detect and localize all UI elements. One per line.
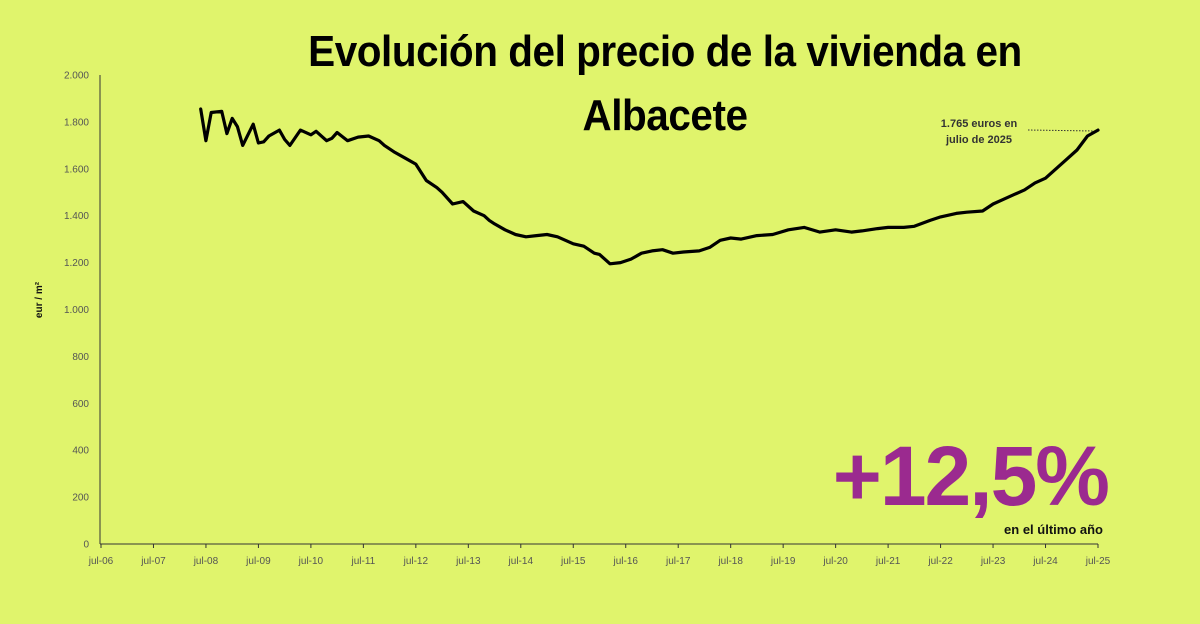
annotation-line2: julio de 2025 xyxy=(945,134,1013,146)
x-tick-label: jul-21 xyxy=(875,556,901,567)
x-tick-label: jul-17 xyxy=(665,556,691,567)
y-tick-label: 200 xyxy=(72,493,89,504)
x-tick-label: jul-16 xyxy=(613,556,639,567)
y-tick-label: 1.000 xyxy=(64,305,89,316)
x-tick-label: jul-18 xyxy=(717,556,743,567)
latest-value-annotation: 1.765 euros en julio de 2025 xyxy=(924,116,1034,148)
yearly-change-subtitle: en el último año xyxy=(1004,522,1103,537)
x-tick-label: jul-10 xyxy=(298,556,324,567)
y-axis: 0 200 400 600 800 1.000 1.200 1.400 1.600 1.800 2.… xyxy=(64,71,101,551)
x-tick-label: jul-07 xyxy=(140,556,166,567)
x-tick-label: jul-13 xyxy=(455,556,481,567)
y-tick-label: 1.400 xyxy=(64,211,89,222)
x-tick-label: jul-14 xyxy=(508,556,534,567)
price-series-line xyxy=(199,107,1100,266)
x-tick-label: jul-08 xyxy=(193,556,219,567)
annotation-leader-line xyxy=(1027,129,1095,132)
y-tick-label: 1.200 xyxy=(64,258,89,269)
y-tick-label: 400 xyxy=(72,446,89,457)
yearly-change-value: +12,5% xyxy=(832,429,1110,523)
x-tick-label: jul-19 xyxy=(770,556,796,567)
y-axis-label: eur / m² xyxy=(34,281,45,318)
y-tick-label: 0 xyxy=(83,540,89,551)
x-tick-label: jul-25 xyxy=(1085,556,1111,567)
chart-title: Evolución del precio de la vivienda en A… xyxy=(308,27,1022,140)
y-tick-label: 600 xyxy=(72,399,89,410)
x-tick-label: jul-11 xyxy=(351,556,376,567)
x-tick-label: jul-24 xyxy=(1032,556,1058,567)
x-tick-label: jul-09 xyxy=(245,556,271,567)
x-tick-label: jul-22 xyxy=(927,556,953,567)
y-tick-label: 1.800 xyxy=(64,117,89,128)
x-tick-label: jul-12 xyxy=(403,556,429,567)
annotation-line1: 1.765 euros en xyxy=(940,118,1018,130)
x-tick-label: jul-15 xyxy=(560,556,586,567)
x-tick-label: jul-23 xyxy=(980,556,1006,567)
y-tick-label: 800 xyxy=(72,352,89,363)
x-tick-label: jul-06 xyxy=(88,556,114,567)
x-tick-label: jul-20 xyxy=(822,556,848,567)
x-axis: jul-06 jul-07 jul-08 jul-09 jul-10 jul-11 jul-… xyxy=(88,543,1111,567)
y-tick-label: 2.000 xyxy=(64,71,89,82)
y-tick-label: 1.600 xyxy=(64,164,89,175)
